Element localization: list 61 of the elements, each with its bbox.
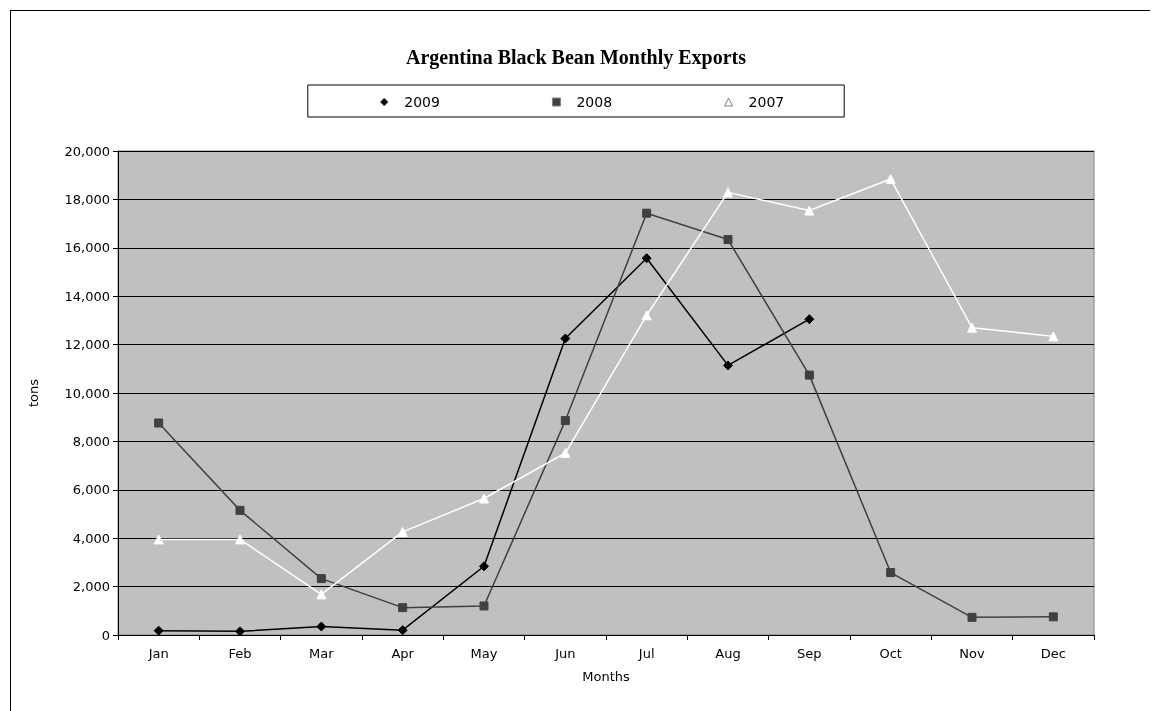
chart-title: Argentina Black Bean Monthly Exports	[405, 46, 747, 69]
point	[804, 370, 814, 380]
point	[560, 416, 570, 426]
x-axis-title: Months	[582, 669, 630, 684]
point	[1048, 331, 1059, 342]
y-tick-label: 20,000	[64, 143, 110, 159]
point	[804, 314, 815, 325]
x-tick-label: Jul	[637, 646, 655, 661]
y-tick-label: 12,000	[64, 337, 110, 353]
point	[316, 589, 327, 600]
y-tick-label: 6,000	[72, 482, 110, 498]
legend-label: 2009	[404, 94, 440, 110]
y-tick-label: 16,000	[64, 240, 110, 256]
point	[723, 235, 733, 245]
point	[886, 568, 896, 578]
point	[235, 534, 245, 545]
x-tick-label: Mar	[309, 646, 335, 661]
x-tick-label: Apr	[391, 646, 415, 661]
y-tick-label: 0	[101, 627, 110, 643]
point	[723, 187, 733, 198]
point	[641, 253, 652, 264]
y-tick-label: 2,000	[72, 579, 110, 595]
point	[1048, 612, 1058, 622]
y-tick-label: 4,000	[72, 530, 110, 546]
point	[479, 561, 489, 572]
point	[885, 174, 896, 185]
x-tick-label: Oct	[879, 646, 902, 661]
legend-label: 2007	[748, 94, 785, 110]
point	[398, 603, 408, 613]
point	[316, 621, 327, 632]
point	[316, 574, 326, 584]
x-tick-label: Aug	[715, 646, 741, 661]
point	[804, 205, 815, 216]
point	[479, 601, 489, 611]
x-tick-label: Jun	[554, 646, 576, 661]
x-tick-label: Feb	[228, 646, 252, 661]
point	[641, 310, 652, 321]
x-tick-label: Sep	[797, 646, 822, 661]
point	[235, 505, 245, 515]
x-tick-label: May	[470, 646, 498, 661]
x-tick-label: Jan	[147, 646, 169, 661]
point	[397, 526, 408, 537]
point	[397, 625, 408, 636]
point	[560, 448, 571, 459]
point	[967, 322, 977, 333]
point	[479, 493, 489, 504]
point	[642, 208, 652, 218]
x-tick-label: Nov	[959, 646, 985, 661]
point	[560, 333, 571, 344]
y-tick-label: 14,000	[64, 288, 110, 304]
y-axis-title: tons	[26, 378, 41, 408]
point	[153, 625, 164, 636]
y-tick-label: 8,000	[72, 433, 110, 449]
point	[154, 418, 164, 428]
point	[967, 612, 977, 622]
legend-label: 2008	[576, 94, 613, 110]
y-tick-label: 10,000	[64, 385, 110, 401]
x-tick-label: Dec	[1040, 646, 1066, 661]
point	[723, 360, 733, 371]
y-tick-label: 18,000	[64, 191, 110, 207]
point	[153, 534, 164, 545]
